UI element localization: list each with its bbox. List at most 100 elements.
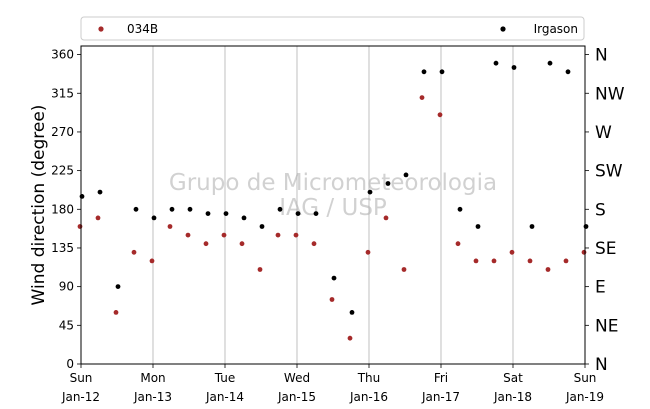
direction-label: SE <box>595 239 617 259</box>
data-point <box>187 206 193 212</box>
y-tick-label: 315 <box>51 86 74 100</box>
data-point <box>563 258 569 264</box>
data-point <box>367 189 373 195</box>
data-point <box>115 284 121 289</box>
data-point <box>347 335 353 341</box>
data-point <box>383 215 389 221</box>
watermark-line-1: Grupo de Micrometeorologia <box>169 170 497 196</box>
data-point <box>79 194 85 199</box>
data-point <box>133 206 139 212</box>
axes: Sun Jan-12 Mon Jan-13 Tue Jan-14 Wed Jan-15 Thu J… <box>29 45 625 404</box>
data-point <box>365 249 371 255</box>
data-point <box>545 267 551 272</box>
y-tick-label: 135 <box>51 241 74 255</box>
data-point <box>113 310 119 315</box>
data-point <box>349 310 355 315</box>
data-point <box>401 267 407 272</box>
data-point <box>419 95 425 100</box>
x-tick-label-day: Wed <box>284 371 310 385</box>
x-tick-label-day: Sun <box>70 371 93 385</box>
direction-label: N <box>595 46 608 66</box>
grid <box>80 46 586 364</box>
legend-label: Irgason <box>534 22 578 36</box>
plot-frame <box>80 45 586 365</box>
data-point <box>475 224 481 229</box>
x-tick-label-date: Jan-14 <box>205 390 244 404</box>
data-point <box>473 258 479 264</box>
data-point <box>457 206 463 212</box>
data-point <box>149 258 155 264</box>
data-point <box>311 241 317 247</box>
data-point <box>581 249 587 255</box>
y-axis-title: Wind direction (degree) <box>29 105 49 306</box>
data-point <box>439 69 445 75</box>
data-point <box>239 241 245 247</box>
data-point <box>277 206 283 212</box>
data-point <box>131 249 137 255</box>
legend: 034B Irgason <box>80 16 585 41</box>
data-point <box>509 249 515 255</box>
direction-label: SW <box>595 162 623 182</box>
legend-box <box>80 16 585 41</box>
data-point <box>403 172 409 178</box>
data-point <box>203 241 209 247</box>
data-point <box>491 258 497 264</box>
data-point <box>329 297 335 302</box>
data-point <box>151 215 157 221</box>
data-point <box>437 112 443 118</box>
data-point <box>385 181 391 186</box>
data-point <box>313 211 319 217</box>
direction-label: N <box>595 355 608 375</box>
series-034B <box>77 95 587 341</box>
watermark: Grupo de Micrometeorologia IAG / USP <box>169 170 497 221</box>
data-point <box>565 69 571 75</box>
data-point <box>529 224 535 229</box>
x-tick-label-date: Jan-19 <box>565 390 604 404</box>
data-point <box>331 275 337 281</box>
direction-label: E <box>595 278 606 298</box>
y-tick-label: 90 <box>59 280 74 294</box>
y-tick-label: 45 <box>59 318 74 332</box>
data-point <box>295 211 301 217</box>
legend-marker <box>98 26 104 32</box>
data-point <box>527 258 533 264</box>
x-tick-label-day: Fri <box>434 371 448 385</box>
y-tick-label: 180 <box>51 202 74 216</box>
data-point <box>97 189 103 195</box>
legend-marker <box>500 26 506 32</box>
y-tick-label: 225 <box>51 164 74 178</box>
y-tick-label: 0 <box>66 357 74 371</box>
data-point <box>223 211 229 217</box>
x-tick-label-date: Jan-16 <box>349 390 388 404</box>
y-tick-label: 360 <box>51 48 74 62</box>
y-tick-label: 270 <box>51 125 74 139</box>
x-tick-label-date: Jan-12 <box>61 390 100 404</box>
data-point <box>511 65 517 70</box>
data-point <box>547 60 553 66</box>
x-tick-label-date: Jan-15 <box>277 390 316 404</box>
data-point <box>583 224 589 229</box>
legend-label: 034B <box>127 22 158 36</box>
points <box>77 60 589 341</box>
direction-label: NE <box>595 316 618 336</box>
data-point <box>275 232 281 238</box>
data-point <box>205 211 211 217</box>
watermark-line-2: IAG / USP <box>279 195 387 221</box>
x-tick-label-date: Jan-13 <box>133 390 172 404</box>
data-point <box>77 224 83 229</box>
data-point <box>185 232 191 238</box>
data-point <box>493 60 499 66</box>
x-tick-label-day: Tue <box>214 371 236 385</box>
data-point <box>257 267 263 272</box>
series-Irgason <box>79 60 589 315</box>
data-point <box>167 224 173 229</box>
x-tick-label-day: Sat <box>503 371 523 385</box>
x-tick-label-day: Thu <box>357 371 381 385</box>
x-tick-label-date: Jan-18 <box>493 390 532 404</box>
direction-label: NW <box>595 84 625 104</box>
data-point <box>421 69 427 75</box>
direction-label: S <box>595 200 606 220</box>
data-point <box>455 241 461 247</box>
data-point <box>95 215 101 221</box>
